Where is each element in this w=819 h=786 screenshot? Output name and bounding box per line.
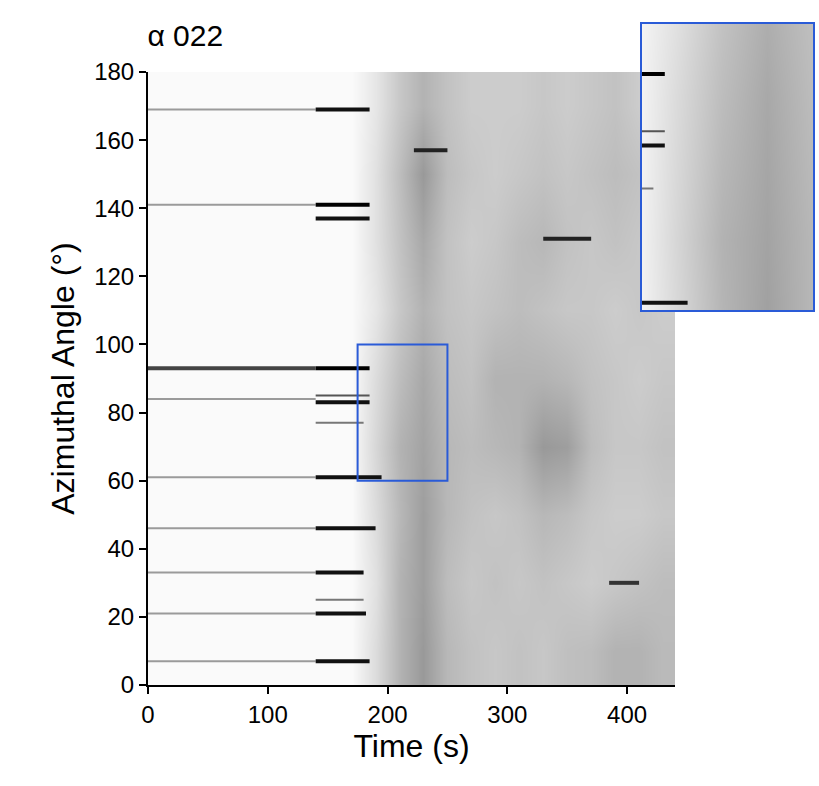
svg-text:120: 120: [94, 263, 134, 290]
svg-text:200: 200: [368, 701, 408, 728]
svg-text:100: 100: [94, 331, 134, 358]
svg-text:40: 40: [107, 535, 134, 562]
svg-text:0: 0: [141, 701, 154, 728]
svg-text:140: 140: [94, 195, 134, 222]
svg-text:300: 300: [487, 701, 527, 728]
svg-text:α 022: α 022: [147, 19, 223, 52]
svg-text:Azimuthal Angle (°): Azimuthal Angle (°): [45, 242, 81, 514]
svg-text:160: 160: [94, 127, 134, 154]
svg-text:0: 0: [121, 671, 134, 698]
svg-text:20: 20: [107, 603, 134, 630]
svg-text:80: 80: [107, 399, 134, 426]
svg-text:180: 180: [94, 58, 134, 85]
svg-text:Time (s): Time (s): [353, 728, 469, 764]
svg-text:400: 400: [607, 701, 647, 728]
svg-text:60: 60: [107, 467, 134, 494]
svg-text:100: 100: [248, 701, 288, 728]
